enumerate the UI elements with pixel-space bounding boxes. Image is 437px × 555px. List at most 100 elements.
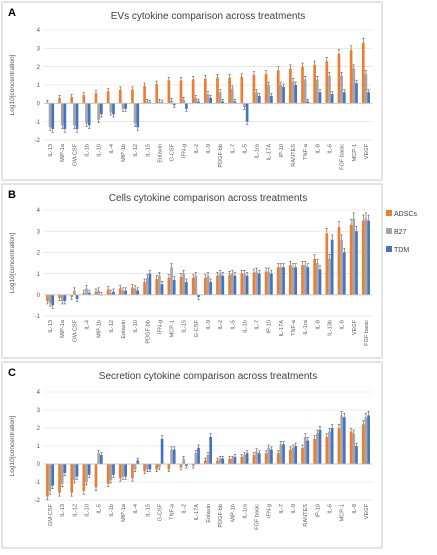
x-tick-label: IL-2 [194,144,200,154]
x-tick-label: IL-13 [48,320,54,333]
bar-tdm [330,239,334,295]
bar-b27 [109,292,113,295]
x-tick-label: IFN-g [157,320,163,334]
bar-adscs [46,102,49,104]
bar-adscs [179,80,183,104]
bar-tdm [63,103,67,129]
bar-b27 [145,101,149,104]
x-tick-label: IL-7 [279,504,285,514]
bar-tdm [294,85,298,104]
bar-b27 [255,92,258,104]
y-axis-label: Log10[concentration] [9,232,16,293]
bar-tdm [75,294,79,300]
y-tick-label: -1 [35,120,41,126]
bar-b27 [230,88,234,104]
bar-b27 [340,415,343,464]
y-tick-label: -2 [35,138,41,144]
chart-title: EVs cytokine comparison across treatment… [111,11,306,22]
panels-layer: A EVs cytokine comparison across treatmen… [1,1,383,549]
x-tick-label: IL-1b [85,144,91,157]
bar-adscs [191,277,195,295]
y-tick-label: -1 [35,480,41,486]
bar-b27 [97,453,101,464]
bar-b27 [243,103,246,107]
x-tick-label: IL-2 [218,320,224,330]
bar-tdm [257,453,261,464]
bar-tdm [100,103,103,115]
y-tick-label: 0 [37,102,41,108]
x-tick-label: IL-10 [133,320,139,333]
bar-tdm [282,86,285,104]
chart-title: Cells cytokine comparison across treatme… [109,193,307,204]
bar-b27 [109,103,113,113]
x-tick-label: MIP-1b [230,504,236,522]
x-tick-label: RANTES [303,504,309,527]
bar-tdm [306,267,310,295]
bar-tdm [342,252,346,295]
x-tick-label: GM-CSF [48,503,54,526]
bar-adscs [106,289,110,295]
bar-adscs [289,449,292,464]
bar-tdm [318,269,322,295]
bar-tdm [87,292,91,295]
bar-tdm [367,92,370,104]
bar-adscs [349,431,353,464]
bar-adscs [337,53,341,104]
bar-tdm [270,96,273,104]
legend: ADSCs B27 TDM [386,210,417,254]
bar-b27 [206,455,210,464]
bar-b27 [85,103,88,124]
bar-tdm [172,449,176,464]
y-axis-label: Log10[concentration] [9,54,16,115]
bar-b27 [206,275,210,295]
x-tick-label: MIP-1b [97,320,103,338]
panel-letter: A [8,7,16,19]
bar-tdm [318,92,322,104]
bar-b27 [121,290,125,295]
bar-b27 [291,81,295,104]
x-tick-label: MCP-1 [170,320,176,337]
x-tick-label: IL-9 [206,144,212,154]
bar-tdm [197,447,200,464]
bar-tdm [342,92,346,104]
y-tick-label: 2 [37,426,41,432]
x-tick-label: IL-10 [97,144,103,157]
bar-adscs [361,42,365,104]
x-tick-label: IP-10 [279,144,285,157]
bar-tdm [245,275,249,295]
bar-adscs [313,64,316,104]
x-tick-label: IP-10 [267,320,273,333]
y-tick-label: 4 [37,28,41,34]
x-tick-label: IFN-g [267,504,273,518]
bar-adscs [46,294,49,302]
bar-adscs [240,76,244,104]
bar-b27 [85,464,88,482]
x-tick-label: PDGF-bb [218,504,224,528]
bar-b27 [352,218,356,295]
x-tick-label: IL-13 [48,144,54,157]
bar-tdm [282,444,285,464]
x-tick-label: IL-1ra [242,503,248,519]
x-tick-label: IL-2 [182,504,188,514]
bar-tdm [160,102,164,104]
bar-tdm [160,284,164,295]
x-tick-label: IL-4 [133,504,139,514]
bar-tdm [270,449,273,464]
bar-adscs [82,292,86,295]
bar-adscs [143,282,146,295]
bar-b27 [267,85,271,104]
y-tick-label: 3 [37,229,41,235]
y-tick-label: 3 [37,47,41,53]
bar-tdm [136,460,140,464]
bar-adscs [143,85,146,104]
bar-tdm [136,103,140,128]
bar-tdm [148,464,152,470]
x-tick-label: PDGF-bb [218,144,224,168]
bar-b27 [97,290,101,295]
bar-tdm [51,103,55,129]
x-tick-label: IL-9 [206,320,212,330]
bar-tdm [75,464,79,477]
bar-b27 [315,263,319,295]
panel-c: C Secretion cytokine comparison across tr… [1,361,383,549]
bar-b27 [109,464,113,481]
